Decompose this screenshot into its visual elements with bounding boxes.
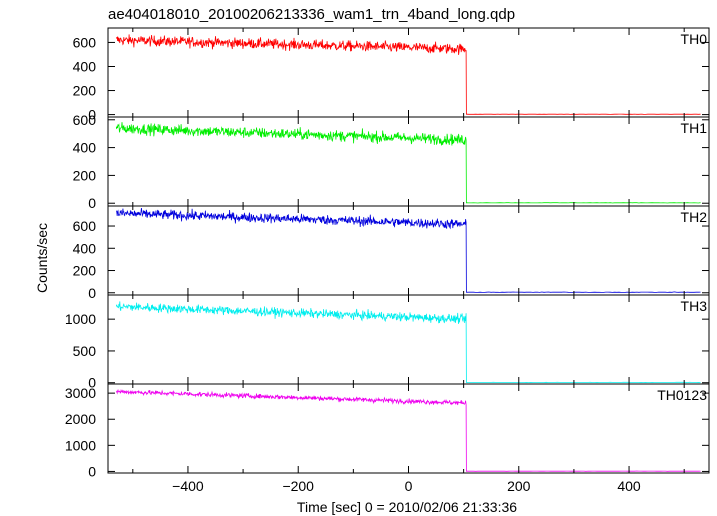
panel-th0: 0 200 400 600 TH0 bbox=[73, 27, 710, 123]
y-tick-label-th1: 200 bbox=[73, 167, 97, 183]
panel-th3: 0 500 1000 TH3 bbox=[65, 294, 710, 391]
y-tick-label-th0123: 1000 bbox=[65, 437, 96, 453]
series-line-th1 bbox=[115, 122, 701, 204]
series-line-th3 bbox=[115, 301, 701, 384]
y-tick-label-th0: 600 bbox=[73, 34, 97, 50]
x-tick-label: 0 bbox=[405, 478, 413, 494]
y-tick-label-th0: 400 bbox=[73, 58, 97, 74]
y-tick-label-th0: 200 bbox=[73, 83, 97, 99]
x-axis-label: Time [sec] 0 = 2010/02/06 21:33:36 bbox=[297, 499, 517, 515]
x-tick-label: 200 bbox=[507, 478, 531, 494]
y-tick-label-th2: 400 bbox=[73, 240, 97, 256]
y-tick-label-th1: 0 bbox=[88, 195, 96, 211]
y-tick-label-th2: 600 bbox=[73, 218, 97, 234]
panel-label-th1: TH1 bbox=[681, 120, 708, 136]
y-tick-label-th0123: 2000 bbox=[65, 411, 96, 427]
panel-frame-th1 bbox=[107, 116, 710, 207]
y-axis-label: Counts/sec bbox=[34, 223, 50, 293]
panel-label-th3: TH3 bbox=[681, 298, 708, 314]
y-tick-label-th1: 600 bbox=[73, 112, 97, 128]
y-tick-label-th1: 400 bbox=[73, 140, 97, 156]
panel-th0123: 0 1000 2000 3000 TH0123 bbox=[65, 383, 710, 479]
panel-frame-th0 bbox=[107, 27, 710, 118]
series-line-th0123 bbox=[115, 388, 701, 472]
y-tick-label-th2: 0 bbox=[88, 285, 96, 301]
y-tick-label-th2: 200 bbox=[73, 263, 97, 279]
chart-title: ae404018010_20100206213336_wam1_trn_4ban… bbox=[108, 6, 515, 23]
x-tick-label: 400 bbox=[617, 478, 641, 494]
y-tick-label-th0: 0 bbox=[88, 107, 96, 123]
panel-th2: 0 200 400 600 TH2 bbox=[73, 205, 710, 301]
panel-frame-th0123 bbox=[107, 383, 710, 474]
y-tick-label-th0123: 3000 bbox=[65, 385, 96, 401]
y-tick-label-th0123: 0 bbox=[88, 463, 96, 479]
x-tick-label: −200 bbox=[282, 478, 314, 494]
x-tick-label: −400 bbox=[172, 478, 204, 494]
y-tick-label-th3: 500 bbox=[73, 343, 97, 359]
panel-th1: 0 200 400 600 TH1 bbox=[73, 112, 710, 211]
series-line-th0 bbox=[115, 34, 701, 115]
y-tick-label-th3: 1000 bbox=[65, 311, 96, 327]
panel-label-th0123: TH0123 bbox=[657, 387, 707, 403]
y-tick-label-th3: 0 bbox=[88, 375, 96, 391]
panel-label-th2: TH2 bbox=[681, 209, 708, 225]
panel-label-th0: TH0 bbox=[681, 31, 708, 47]
series-line-th2 bbox=[115, 208, 701, 293]
